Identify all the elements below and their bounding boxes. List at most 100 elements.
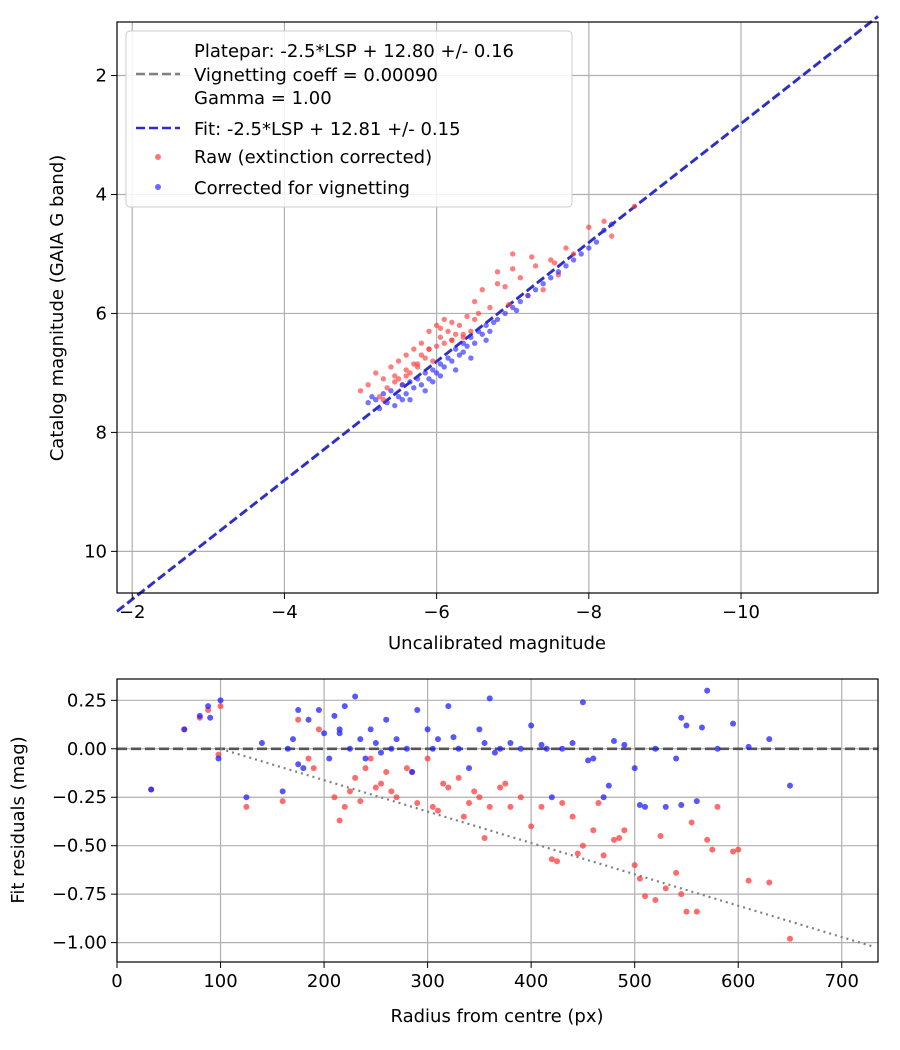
point-raw <box>393 794 400 801</box>
point-raw <box>548 257 554 263</box>
legend-platepar-line-3: Gamma = 1.00 <box>194 88 332 109</box>
x-tick-label: 400 <box>514 971 548 992</box>
point-corrected <box>543 745 550 752</box>
point-raw <box>403 367 409 373</box>
point-raw <box>452 331 459 337</box>
point-raw <box>372 784 379 791</box>
point-corrected <box>395 394 402 400</box>
point-corrected <box>605 782 612 789</box>
point-raw <box>376 394 383 400</box>
point-corrected <box>494 316 501 323</box>
point-raw <box>414 800 421 807</box>
point-raw <box>507 803 514 810</box>
point-raw <box>471 298 478 305</box>
point-raw <box>502 283 508 290</box>
point-corrected <box>362 755 369 762</box>
point-raw <box>494 281 501 287</box>
y-tick-label: 10 <box>84 541 107 562</box>
point-raw <box>395 358 402 364</box>
point-corrected <box>372 739 379 746</box>
point-raw <box>429 803 436 810</box>
point-raw <box>217 703 224 710</box>
point-corrected <box>403 745 410 752</box>
point-raw <box>466 800 473 807</box>
point-corrected <box>430 367 436 373</box>
point-corrected <box>418 382 425 388</box>
point-raw <box>554 858 561 865</box>
point-corrected <box>352 693 359 700</box>
point-corrected <box>642 803 649 810</box>
y-tick-label: −0.50 <box>52 836 107 857</box>
point-corrected <box>455 745 462 752</box>
point-raw <box>709 846 716 853</box>
point-corrected <box>388 388 394 394</box>
point-corrected <box>331 712 338 719</box>
point-corrected <box>321 730 328 737</box>
point-raw <box>449 337 455 343</box>
point-raw <box>563 245 569 251</box>
point-corrected <box>745 743 752 750</box>
point-corrected <box>491 749 498 756</box>
point-raw <box>305 755 312 762</box>
x-tick-label: 0 <box>111 971 122 992</box>
point-raw <box>315 726 322 733</box>
point-corrected <box>441 364 447 370</box>
point-raw <box>600 852 607 859</box>
point-corrected <box>548 275 554 281</box>
point-raw <box>693 908 700 915</box>
point-corrected <box>207 714 214 721</box>
point-raw <box>678 891 685 898</box>
point-corrected <box>422 370 428 376</box>
legend-corrected-marker <box>155 184 161 190</box>
point-raw <box>481 834 488 841</box>
point-raw <box>502 780 509 787</box>
point-raw <box>433 343 440 349</box>
point-corrected <box>422 388 428 394</box>
point-corrected <box>341 703 348 710</box>
point-raw <box>388 364 394 370</box>
point-corrected <box>326 755 333 762</box>
point-raw <box>579 842 586 849</box>
point-raw <box>570 251 577 257</box>
point-raw <box>407 370 413 376</box>
point-raw <box>506 301 512 308</box>
point-raw <box>497 784 504 791</box>
bottom-points <box>148 687 793 942</box>
point-corrected <box>424 726 431 733</box>
point-corrected <box>483 322 489 329</box>
point-raw <box>569 813 576 820</box>
point-corrected <box>678 801 685 808</box>
point-raw <box>418 340 425 346</box>
bottom-plot-area <box>117 679 878 962</box>
point-raw <box>487 304 493 311</box>
point-raw <box>430 358 436 364</box>
point-raw <box>657 833 664 840</box>
point-corrected <box>698 724 705 731</box>
point-corrected <box>517 745 524 752</box>
point-raw <box>437 325 444 332</box>
point-corrected <box>475 328 482 334</box>
point-raw <box>551 260 558 266</box>
point-corrected <box>693 798 700 805</box>
point-corrected <box>409 769 416 776</box>
point-raw <box>590 827 597 834</box>
point-corrected <box>378 749 385 756</box>
point-corrected <box>487 328 493 334</box>
point-corrected <box>452 346 459 352</box>
point-corrected <box>481 739 488 746</box>
point-raw <box>510 251 516 257</box>
point-corrected <box>563 263 569 269</box>
point-corrected <box>559 745 566 752</box>
point-corrected <box>631 765 638 772</box>
point-corrected <box>730 720 737 727</box>
point-raw <box>540 286 546 293</box>
point-corrected <box>601 227 607 233</box>
point-corrected <box>437 361 444 367</box>
point-corrected <box>430 379 436 385</box>
point-raw <box>631 203 638 210</box>
point-raw <box>683 908 690 915</box>
point-corrected <box>295 707 302 714</box>
point-raw <box>735 846 742 853</box>
point-corrected <box>608 221 615 227</box>
